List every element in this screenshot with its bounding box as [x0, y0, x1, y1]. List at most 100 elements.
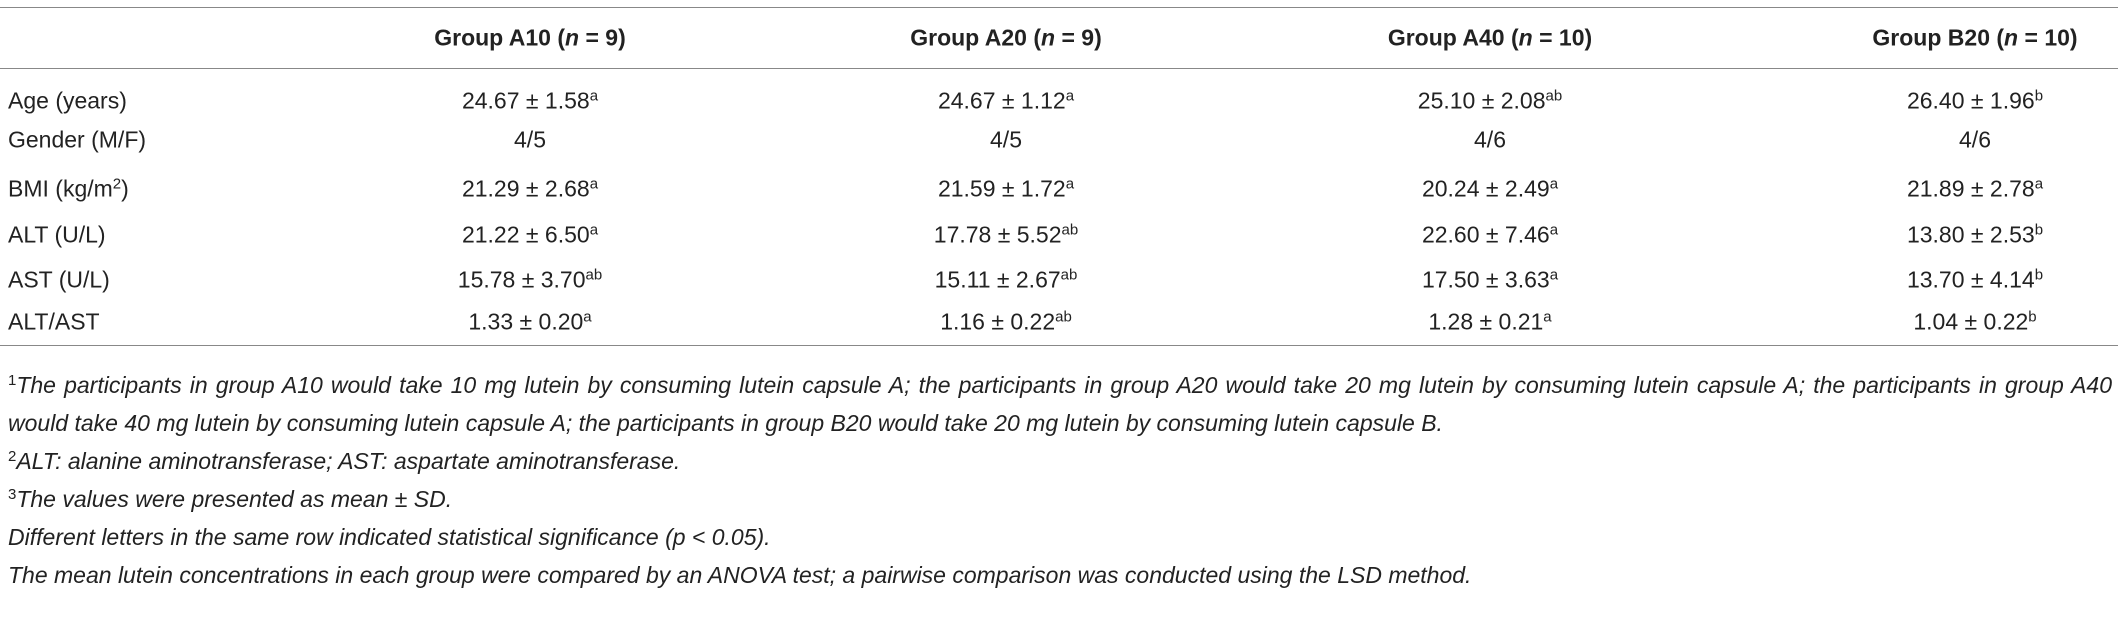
row-label: BMI (kg/m2)	[8, 176, 129, 203]
cell-value: 4/5	[514, 126, 546, 153]
cell: 21.89 ± 2.78a	[1907, 176, 2043, 203]
cell-value: 21.59 ± 1.72	[937, 175, 1066, 202]
cell: 4/5	[514, 127, 546, 154]
cell: 22.60 ± 7.46a	[1422, 222, 1558, 249]
cell: 17.50 ± 3.63a	[1422, 267, 1558, 294]
cell: 13.80 ± 2.53b	[1907, 222, 2043, 249]
cell-value: 1.04 ± 0.22	[1913, 308, 2029, 335]
label-text: AST (U/L)	[8, 266, 110, 293]
cell-value: 25.10 ± 2.08	[1417, 87, 1546, 114]
header-count: = 10)	[1532, 24, 1593, 51]
row-label: ALT (U/L)	[8, 222, 106, 249]
footnote-text: The values were presented as mean ± SD.	[16, 486, 453, 512]
cell-value: 4/6	[1474, 126, 1506, 153]
cell: 17.78 ± 5.52ab	[934, 222, 1078, 249]
footnote-text: Different letters in the same row indica…	[8, 524, 771, 550]
cell: 26.40 ± 1.96b	[1907, 88, 2043, 115]
header-n: n	[2004, 24, 2019, 51]
significance-letter: a	[589, 221, 599, 239]
cell: 1.16 ± 0.22ab	[940, 309, 1072, 336]
cell: 21.59 ± 1.72a	[938, 176, 1074, 203]
significance-letter: b	[2034, 87, 2044, 105]
footnote: 1The participants in group A10 would tak…	[8, 366, 2112, 442]
label-text: ALT/AST	[8, 308, 100, 335]
cell-value: 1.28 ± 0.21	[1428, 308, 1544, 335]
significance-letter: ab	[1545, 87, 1563, 105]
significance-letter: ab	[585, 266, 603, 284]
significance-letter: a	[2034, 175, 2044, 193]
cell: 25.10 ± 2.08ab	[1418, 88, 1562, 115]
header-text: Group A40 (	[1387, 24, 1519, 51]
cell: 1.28 ± 0.21a	[1428, 309, 1551, 336]
significance-letter: b	[2034, 221, 2044, 239]
significance-letter: a	[583, 308, 592, 326]
footnotes: 1The participants in group A10 would tak…	[8, 366, 2112, 594]
cell-value: 24.67 ± 1.12	[937, 87, 1066, 114]
row-label: AST (U/L)	[8, 267, 110, 294]
footnote: 2ALT: alanine aminotransferase; AST: asp…	[8, 442, 2112, 480]
cell: 24.67 ± 1.12a	[938, 88, 1074, 115]
cell-value: 17.50 ± 3.63	[1421, 266, 1550, 293]
cell: 20.24 ± 2.49a	[1422, 176, 1558, 203]
cell-value: 17.78 ± 5.52	[933, 221, 1062, 248]
significance-letter: a	[1065, 175, 1075, 193]
footnote: Different letters in the same row indica…	[8, 518, 2112, 556]
footnote: The mean lutein concentrations in each g…	[8, 556, 2112, 594]
significance-letter: b	[2028, 308, 2037, 326]
cell-value: 15.78 ± 3.70	[457, 266, 586, 293]
cell: 4/5	[990, 127, 1022, 154]
footnote: 3The values were presented as mean ± SD.	[8, 480, 2112, 518]
cell-value: 13.70 ± 4.14	[1906, 266, 2035, 293]
top-rule	[0, 7, 2118, 8]
significance-letter: a	[1543, 308, 1552, 326]
cell: 15.78 ± 3.70ab	[458, 267, 602, 294]
cell-value: 22.60 ± 7.46	[1421, 221, 1550, 248]
label-end: )	[121, 175, 129, 202]
cell-value: 26.40 ± 1.96	[1906, 87, 2035, 114]
header-n: n	[1518, 24, 1533, 51]
header-text: Group A10 (	[434, 24, 566, 51]
header-count: = 9)	[579, 24, 626, 51]
cell: 24.67 ± 1.58a	[462, 88, 598, 115]
significance-letter: b	[2034, 266, 2044, 284]
label-text: ALT (U/L)	[8, 221, 106, 248]
significance-letter: a	[1065, 87, 1075, 105]
header-text: Group A20 (	[910, 24, 1042, 51]
column-header: Group B20 (n = 10)	[1872, 25, 2077, 52]
row-label: ALT/AST	[8, 309, 100, 336]
header-count: = 9)	[1055, 24, 1102, 51]
cell: 15.11 ± 2.67ab	[935, 267, 1078, 294]
cell-value: 21.29 ± 2.68	[461, 175, 590, 202]
cell-value: 4/5	[990, 126, 1022, 153]
cell: 1.33 ± 0.20a	[468, 309, 591, 336]
significance-letter: ab	[1061, 221, 1079, 239]
cell: 1.04 ± 0.22b	[1913, 309, 2036, 336]
column-header: Group A40 (n = 10)	[1388, 25, 1592, 52]
significance-letter: a	[589, 87, 599, 105]
footnote-mark: 3	[8, 486, 17, 503]
label-text: Age (years)	[8, 87, 127, 114]
footnote-text: ALT: alanine aminotransferase; AST: aspa…	[16, 448, 681, 474]
cell-value: 21.22 ± 6.50	[461, 221, 590, 248]
cell-value: 1.16 ± 0.22	[940, 308, 1056, 335]
cell: 4/6	[1474, 127, 1506, 154]
cell-value: 21.89 ± 2.78	[1906, 175, 2035, 202]
column-header: Group A20 (n = 9)	[910, 25, 1102, 52]
cell: 13.70 ± 4.14b	[1907, 267, 2043, 294]
significance-letter: a	[1549, 175, 1559, 193]
significance-letter: a	[1549, 266, 1559, 284]
row-label: Age (years)	[8, 88, 127, 115]
footnote-mark: 2	[8, 448, 17, 465]
header-n: n	[1041, 24, 1056, 51]
label-text: BMI (kg/m	[8, 175, 113, 202]
cell: 21.22 ± 6.50a	[462, 222, 598, 249]
significance-letter: ab	[1060, 266, 1078, 284]
bottom-rule	[0, 345, 2118, 346]
footnote-text: The participants in group A10 would take…	[8, 372, 2112, 436]
cell-value: 24.67 ± 1.58	[461, 87, 590, 114]
footnote-text: The mean lutein concentrations in each g…	[8, 562, 1472, 588]
header-text: Group B20 (	[1872, 24, 2005, 51]
cell: 4/6	[1959, 127, 1991, 154]
header-rule	[0, 68, 2118, 69]
cell-value: 15.11 ± 2.67	[934, 266, 1061, 293]
